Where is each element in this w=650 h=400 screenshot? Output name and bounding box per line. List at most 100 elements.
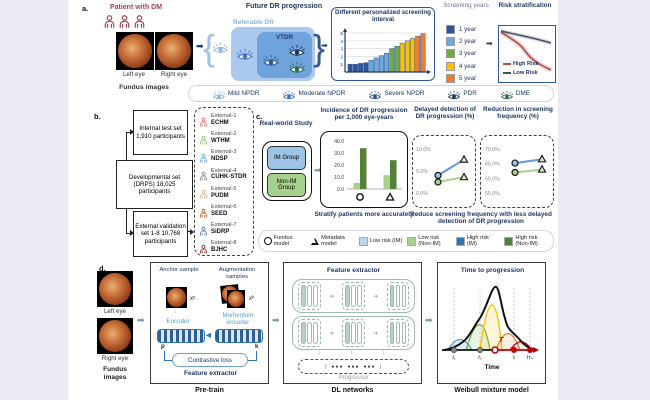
down-arrow-icon: ↓ xyxy=(174,308,178,315)
incidence-chart: 0.0 10.0 20.0 30.0 40.0 xyxy=(322,135,406,205)
high-risk-label: High Risk xyxy=(513,61,539,67)
dashed-down-arrow-icon: ↓ xyxy=(318,349,322,356)
feature-block xyxy=(386,282,409,310)
risk-color-swatch xyxy=(407,236,417,246)
person-icon xyxy=(199,115,208,127)
arrowhead-icon xyxy=(130,129,134,135)
developmental-set-text: Developmental set (DRPS) 18,025 particip… xyxy=(128,173,181,196)
external-name: CUHK-STDR xyxy=(211,174,247,181)
screening-interval-box: Different personalized screening interva… xyxy=(331,7,435,81)
year-label: 1 year xyxy=(459,26,477,33)
screening-year-item: 4 year xyxy=(446,61,477,71)
risk-color-swatch xyxy=(358,236,368,246)
external-id: External-8 xyxy=(211,240,237,247)
block-arrow-icon: ➔ xyxy=(328,330,334,337)
real-world-study-title: Real-world Study xyxy=(259,120,313,127)
year-label: 4 year xyxy=(459,62,477,70)
svg-text:1: 1 xyxy=(340,62,343,68)
fundus-image-left-d xyxy=(97,271,133,307)
legend-label: Fundus model xyxy=(273,235,293,247)
external-dataset-item: External-1 ECHM xyxy=(199,111,253,129)
svg-text:20.0: 20.0 xyxy=(334,163,344,169)
feature-block xyxy=(298,282,321,310)
person-icon xyxy=(199,169,208,181)
connector-line xyxy=(248,351,257,361)
external-dataset-item: External-4 CUHK-STDR xyxy=(199,166,253,184)
reduction-chart: 55.0% 60.0% 65.0% 70.0% xyxy=(483,139,551,205)
person-icon xyxy=(118,14,131,30)
dr-grade-item: PDR xyxy=(447,88,477,100)
external-id: External-6 xyxy=(211,203,237,210)
feature-block xyxy=(342,319,365,347)
legend-item: Metadata model xyxy=(311,235,354,247)
time-to-progression-title: Time to progression xyxy=(460,267,525,274)
external-datasets-box: External-1 ECHM External-2 WTHM External… xyxy=(194,107,254,256)
external-dataset-item: External-2 WTHM xyxy=(199,129,253,147)
non-im-group-label: Non-IM Group xyxy=(276,179,297,191)
close-brace: } xyxy=(313,27,326,68)
person-icon xyxy=(199,187,208,199)
momentum-update-arrow-icon: ◀ xyxy=(206,332,211,339)
eye-icon xyxy=(500,88,514,100)
external-id: External-5 xyxy=(211,185,237,192)
dr-grades-legend: Mild NPDR Moderate NPDR Severe NPDR PDR … xyxy=(188,85,554,102)
paren: ) xyxy=(379,363,383,370)
flow-arrow-icon: ➡ xyxy=(272,315,280,325)
legend-item: Low risk (IM) xyxy=(358,236,403,246)
panel-d-label: d. xyxy=(99,264,106,273)
p-label: p xyxy=(161,344,165,350)
legend-item: High risk (IM) xyxy=(455,235,500,247)
progressor-label: Progressor xyxy=(338,374,369,381)
svg-text:3: 3 xyxy=(340,47,343,53)
severe-npdr-eye-icon xyxy=(262,54,280,68)
T-label: T xyxy=(499,337,504,344)
internal-test-set-box: Internal test set 1,910 participants xyxy=(133,110,188,155)
year-label: 5 year xyxy=(459,74,477,82)
svg-text:5: 5 xyxy=(340,31,343,37)
vtdr-label: VTDR xyxy=(276,34,293,41)
external-dataset-item: External-5 PUDM xyxy=(199,184,253,202)
feature-extractor-label: Feature extractor xyxy=(183,370,238,377)
risk-stratification-box: High Risk Low Risk xyxy=(498,25,556,83)
screening-interval-title: Different personalized screening interva… xyxy=(335,9,431,23)
momentum-encoder-strip xyxy=(215,329,263,343)
future-dr-progression-title: Future DR progression xyxy=(245,3,323,10)
risk-stratification-title: Risk stratification xyxy=(498,2,552,9)
feature-extractor-row: ➔ ➔ xyxy=(292,316,415,350)
connector-line xyxy=(126,232,131,234)
progressor-dots: ●●● xyxy=(347,363,360,370)
connector-line xyxy=(126,209,128,234)
feature-block xyxy=(386,319,409,347)
dme-eye-icon xyxy=(288,61,306,75)
feature-extractor-row: ➔ ➔ xyxy=(292,279,415,313)
developmental-set-box: Developmental set (DRPS) 18,025 particip… xyxy=(116,160,193,209)
svg-text:65.0%: 65.0% xyxy=(485,162,500,168)
k-label: k xyxy=(255,344,259,350)
external-name: NDSP xyxy=(211,156,228,163)
feature-block xyxy=(342,282,365,310)
right-eye-label: Right eye xyxy=(160,71,188,78)
flow-arrow-icon: ➡ xyxy=(486,39,493,48)
moderate-npdr-eye-icon xyxy=(236,48,254,62)
xp-label: xᵖ xyxy=(190,296,196,302)
stratify-caption: Stratify patients more accurately xyxy=(314,211,414,218)
high-risk-legend: High Risk xyxy=(503,61,539,67)
block-arrow-icon: ➔ xyxy=(373,330,379,337)
connector-line xyxy=(164,351,173,361)
fundus-image-left xyxy=(116,32,154,70)
screening-year-item: 1 year xyxy=(446,25,476,34)
svg-text:2: 2 xyxy=(340,54,343,60)
svg-text:0.0: 0.0 xyxy=(337,187,344,193)
open-brace: { xyxy=(203,27,216,68)
svg-text:5.0%: 5.0% xyxy=(416,169,428,175)
low-risk-label: Low Risk xyxy=(513,70,538,76)
year-color-swatch xyxy=(446,49,455,59)
svg-text:60.0%: 60.0% xyxy=(485,176,500,182)
triangle-marker-icon xyxy=(311,237,320,245)
down-arrow-icon: ↓ xyxy=(232,308,236,315)
delayed-detection-chart: 0.0% 5.0% 10.0% xyxy=(414,139,474,205)
delayed-detection-box: 0.0% 5.0% 10.0% xyxy=(412,135,476,208)
contrastive-loss-box: Contrastive loss xyxy=(172,353,248,367)
anchor-sample-thumb xyxy=(166,287,187,308)
